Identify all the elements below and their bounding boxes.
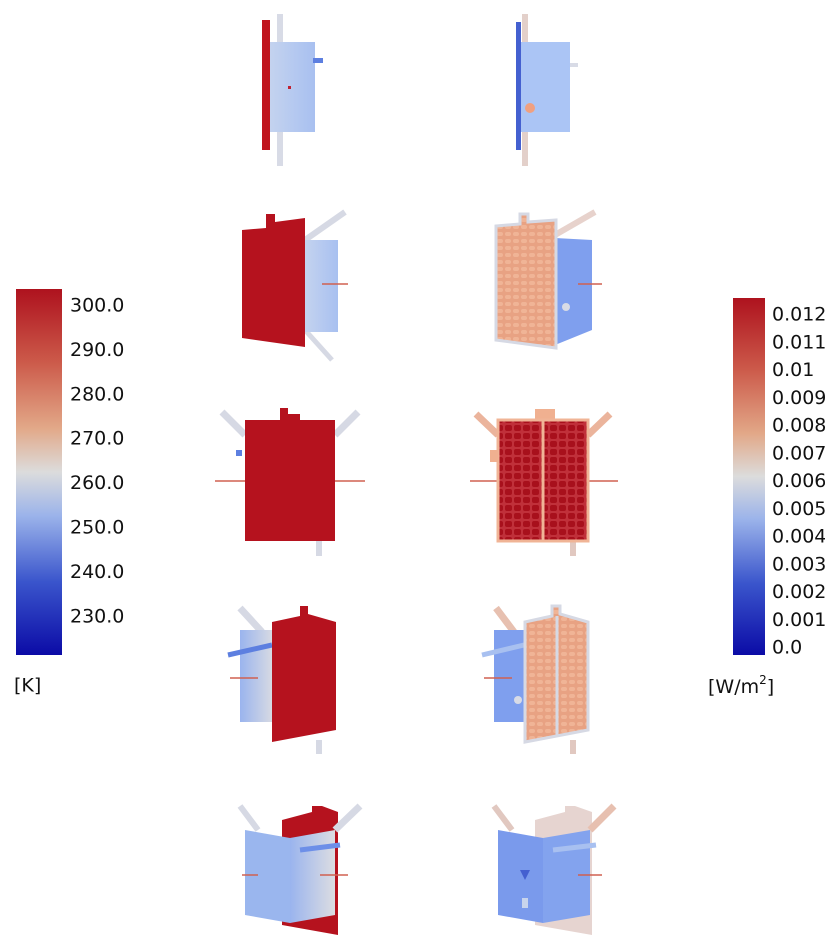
flux-unit: [W/m2]: [708, 673, 774, 698]
satellite-flux-5: [494, 806, 614, 935]
satellite-flux-2-part: [555, 212, 595, 235]
satellite-flux-3-part: [476, 414, 498, 435]
colorbar-tick-label: 0.01: [772, 359, 814, 381]
flux-ticks: 0.012 0.011 0.01 0.009 0.008 0.007 0.006 0.005 0…: [772, 304, 825, 659]
satellite-flux-2: [496, 212, 602, 348]
satellite-temperature-2-part: [305, 240, 338, 332]
satellite-temperature-1-part: [262, 20, 270, 150]
flux-unit-close: ]: [767, 676, 774, 698]
satellite-temperature-3-part: [236, 450, 242, 456]
satellite-temperature-3-part: [335, 412, 358, 435]
satellite-flux-4: [482, 606, 588, 754]
satellite-temperature-1: [262, 14, 323, 166]
flux-unit-sup: 2: [759, 673, 767, 687]
satellite-flux-4-part: [570, 740, 576, 754]
satellite-temperature-4-part: [240, 608, 262, 632]
satellite-flux-2-part: [496, 214, 556, 348]
satellite-flux-5-part: [590, 806, 614, 830]
figure-canvas: 300.0 290.0 280.0 270.0 260.0 250.0 240.0 230.0…: [0, 0, 825, 945]
satellite-flux-1: [516, 14, 578, 166]
satellite-temperature-3-part: [316, 540, 322, 556]
satellite-flux-2-part: [562, 303, 570, 311]
satellite-temperature-2-part: [305, 212, 345, 240]
satellite-flux-5-part: [494, 806, 512, 830]
colorbar-tick-label: 280.0: [70, 383, 124, 405]
flux-colorbar-part: [733, 298, 765, 655]
satellite-flux-2-part: [555, 238, 592, 345]
satellite-flux-1-part: [516, 22, 521, 150]
colorbar-tick-label: 250.0: [70, 517, 124, 539]
colorbar-tick-label: 0.005: [772, 498, 825, 520]
colorbar-tick-label: 0.006: [772, 470, 825, 492]
satellite-temperature-1-part: [270, 42, 315, 132]
temperature-ticks: 300.0 290.0 280.0 270.0 260.0 250.0 240.0 230.0: [70, 295, 124, 628]
colorbar-tick-label: 290.0: [70, 339, 124, 361]
satellite-flux-1-part: [521, 42, 570, 132]
colorbar-tick-label: 0.003: [772, 553, 825, 575]
satellite-flux-5-part: [498, 830, 543, 923]
colorbar-tick-label: 0.012: [772, 304, 825, 326]
satellite-flux-5-part: [543, 830, 590, 923]
satellite-temperature-2-part: [305, 330, 332, 360]
satellite-temperature-3-part: [222, 412, 245, 435]
satellite-flux-5-part: [522, 898, 528, 908]
satellite-flux-1-part: [525, 103, 535, 113]
colorbar-tick-label: 0.001: [772, 609, 825, 631]
colorbar-tick-label: 0.008: [772, 415, 825, 437]
colorbar-tick-label: 0.011: [772, 331, 825, 353]
satellite-temperature-5-part: [245, 830, 290, 923]
satellite-flux-4-part: [514, 696, 522, 704]
satellite-temperature-3-part: [245, 408, 335, 541]
satellite-temperature-4-part: [272, 606, 336, 742]
temperature-colorbar: [16, 289, 62, 655]
satellite-flux-4-part: [496, 608, 514, 632]
colorbar-tick-label: 300.0: [70, 295, 124, 317]
colorbar-tick-label: 0.002: [772, 581, 825, 603]
satellite-temperature-2-part: [242, 214, 305, 347]
temperature-unit: [K]: [14, 675, 41, 697]
colorbar-tick-label: 260.0: [70, 472, 124, 494]
satellite-temperature-5-part: [240, 806, 258, 830]
colorbar-tick-label: 0.0: [772, 637, 802, 659]
colorbar-tick-label: 0.007: [772, 442, 825, 464]
satellite-temperature-1-part: [313, 58, 323, 63]
satellite-temperature-5-part: [335, 806, 360, 830]
colorbar-tick-label: 230.0: [70, 605, 124, 627]
satellite-flux-3: [470, 409, 618, 556]
colorbar-tick-label: 240.0: [70, 561, 124, 583]
satellite-flux-3-part: [490, 450, 498, 462]
satellite-temperature-4: [228, 606, 336, 754]
satellite-temperature-1-part: [288, 86, 291, 89]
flux-colorbar: [733, 298, 765, 655]
flux-unit-base: [W/m: [708, 676, 759, 698]
satellite-flux-3-part: [588, 414, 610, 435]
satellite-flux-1-part: [570, 63, 578, 67]
satellite-temperature-3: [215, 408, 365, 556]
figure: 300.0 290.0 280.0 270.0 260.0 250.0 240.0 230.0…: [0, 0, 825, 945]
colorbar-tick-label: 0.009: [772, 387, 825, 409]
satellite-temperature-4-part: [316, 740, 322, 754]
colorbar-tick-label: 0.004: [772, 526, 825, 548]
satellite-temperature-2: [242, 212, 348, 360]
temperature-colorbar-part: [16, 289, 62, 655]
colorbar-tick-label: 270.0: [70, 428, 124, 450]
satellite-temperature-5: [240, 806, 360, 935]
